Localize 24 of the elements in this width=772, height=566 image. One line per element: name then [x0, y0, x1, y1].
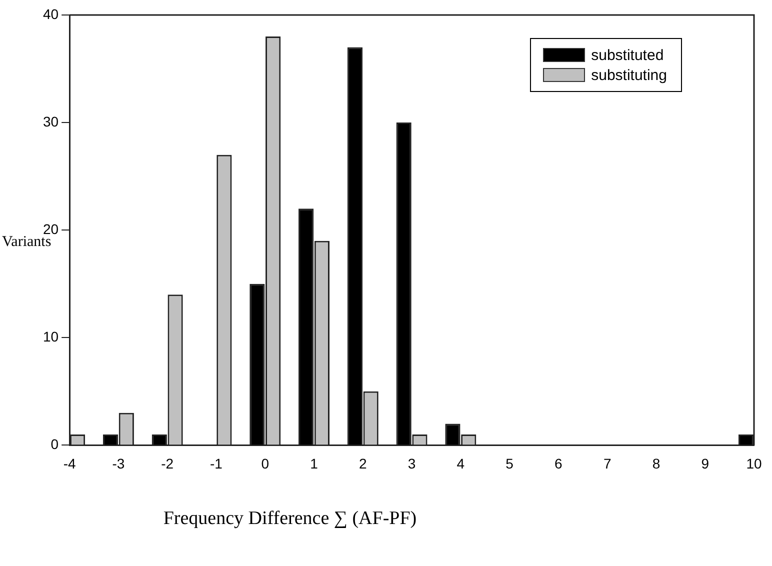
- x-tick-label: 3: [408, 455, 416, 472]
- x-axis-title: Frequency Difference ∑ (AF-PF): [162, 508, 418, 530]
- y-tick-label: 40: [42, 6, 59, 22]
- y-tick-label: 0: [50, 436, 59, 452]
- x-tick-label: 5: [506, 455, 514, 472]
- y-tick-label: 30: [42, 113, 59, 130]
- y-tick-label: 10: [42, 328, 59, 345]
- x-tick-label: 9: [701, 455, 710, 472]
- y-axis-title: Variants: [2, 234, 52, 251]
- x-tick-label: 0: [261, 455, 270, 472]
- legend-label: substituting: [591, 66, 667, 84]
- x-tick-label: 2: [359, 455, 367, 472]
- x-tick-label: -4: [63, 455, 76, 472]
- x-tick-label: 8: [652, 455, 660, 472]
- x-tick-label: 4: [456, 455, 465, 472]
- x-tick-label: 1: [310, 455, 318, 472]
- legend-label: substituted: [591, 46, 664, 64]
- y-tick-label: 20: [42, 220, 59, 237]
- x-tick-label: 10: [746, 455, 762, 472]
- x-tick-label: -2: [161, 455, 174, 472]
- x-tick-label: 6: [554, 455, 563, 472]
- x-tick-label: -1: [210, 455, 223, 472]
- x-tick-label: -3: [112, 455, 125, 472]
- x-tick-label: 7: [603, 455, 612, 472]
